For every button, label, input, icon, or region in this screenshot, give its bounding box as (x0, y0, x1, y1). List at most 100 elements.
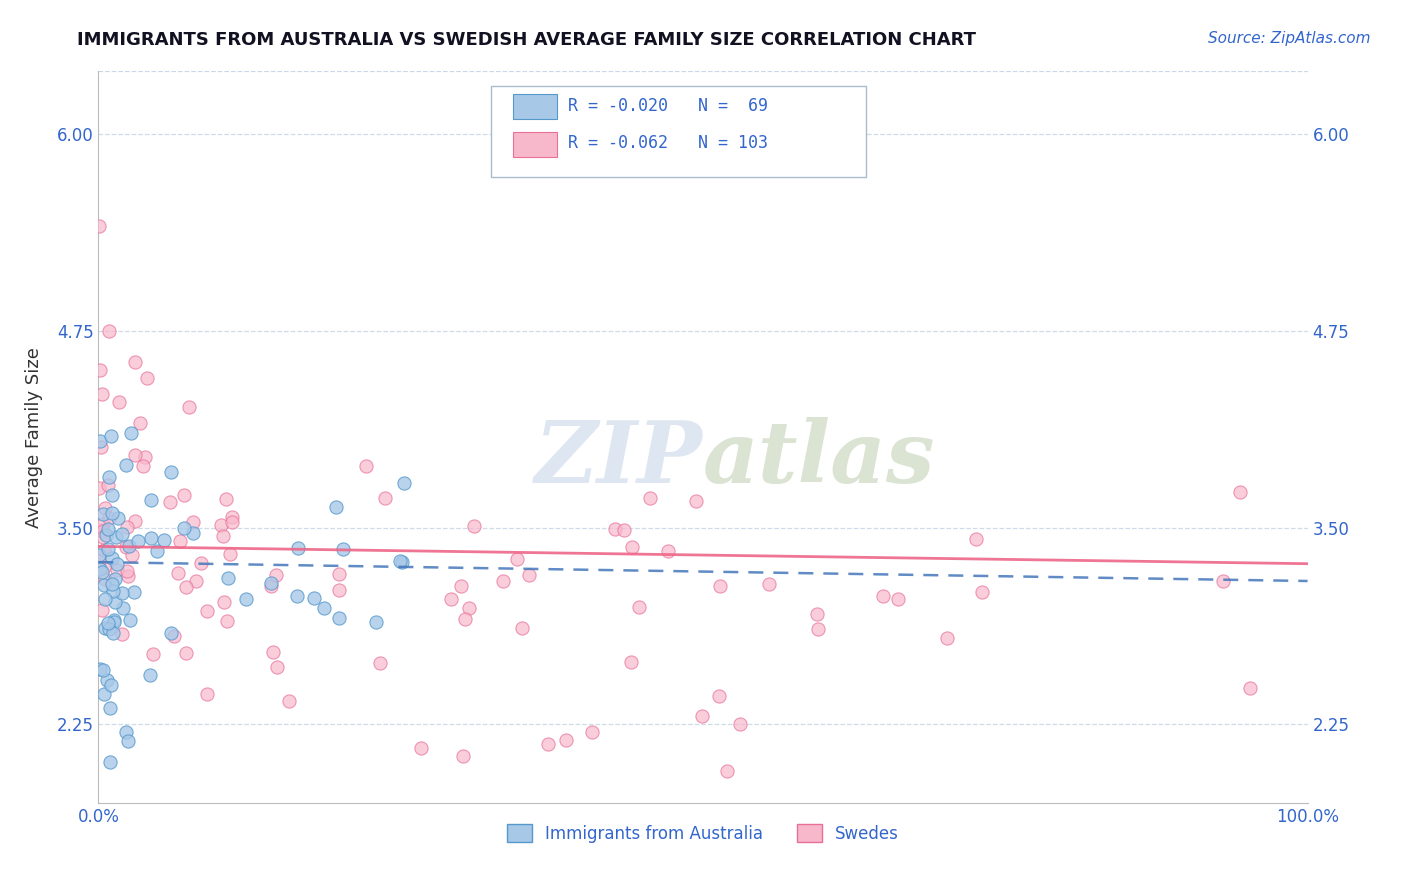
Point (91, 517, 114, 532)
Point (93, 508, 115, 522)
Point (173, 488, 195, 502)
Point (120, 613, 142, 627)
Point (101, 584, 124, 599)
Point (100, 678, 122, 692)
Text: atlas: atlas (703, 417, 935, 500)
Point (91, 524, 114, 539)
Point (266, 660, 288, 674)
Point (89, 219, 111, 233)
Point (87, 481, 110, 495)
Point (807, 623, 830, 637)
Point (328, 611, 350, 625)
Point (1239, 681, 1261, 695)
Point (806, 607, 828, 621)
Point (354, 458, 377, 473)
Text: ZIP: ZIP (536, 417, 703, 500)
Point (139, 667, 162, 681)
Point (94, 591, 117, 606)
Point (314, 601, 336, 615)
Point (93, 559, 115, 574)
Point (112, 600, 135, 615)
Point (90, 603, 112, 617)
Point (101, 550, 124, 565)
Point (128, 416, 150, 430)
Point (104, 531, 127, 545)
Point (96, 673, 118, 687)
Point (707, 690, 730, 704)
Point (89, 662, 111, 676)
Point (215, 492, 238, 507)
Point (219, 547, 242, 561)
Point (87, 548, 110, 562)
FancyBboxPatch shape (492, 86, 866, 178)
Point (716, 764, 738, 779)
Point (107, 511, 129, 525)
Point (117, 539, 139, 553)
Point (97, 623, 120, 637)
Point (97, 477, 120, 491)
Point (260, 575, 283, 590)
Point (89, 562, 111, 576)
Point (115, 725, 138, 739)
Point (90, 566, 112, 580)
Point (111, 586, 134, 600)
Point (506, 552, 529, 566)
Text: Source: ZipAtlas.com: Source: ZipAtlas.com (1208, 31, 1371, 46)
Text: R = -0.062   N = 103: R = -0.062 N = 103 (568, 134, 768, 152)
Y-axis label: Average Family Size: Average Family Size (25, 347, 42, 527)
Point (160, 625, 183, 640)
Point (537, 737, 560, 751)
Point (91, 663, 114, 677)
Point (122, 584, 145, 599)
Point (114, 540, 136, 554)
Text: IMMIGRANTS FROM AUSTRALIA VS SWEDISH AVERAGE FAMILY SIZE CORRELATION CHART: IMMIGRANTS FROM AUSTRALIA VS SWEDISH AVE… (77, 31, 976, 49)
Point (368, 656, 391, 670)
Legend: Immigrants from Australia, Swedes: Immigrants from Australia, Swedes (501, 818, 905, 849)
Point (160, 466, 183, 480)
Point (108, 394, 131, 409)
Point (94, 528, 117, 542)
Point (184, 574, 207, 589)
Point (90, 441, 112, 455)
Point (124, 514, 146, 528)
Point (176, 646, 198, 660)
Point (638, 491, 661, 505)
Point (709, 579, 731, 593)
Point (366, 615, 388, 630)
Point (177, 400, 200, 414)
Point (181, 515, 204, 529)
Point (173, 521, 195, 535)
Point (491, 574, 513, 589)
Point (90, 523, 112, 537)
Point (388, 554, 411, 568)
Point (121, 548, 143, 562)
Point (124, 448, 146, 462)
Point (120, 426, 142, 441)
Point (89, 434, 111, 448)
FancyBboxPatch shape (513, 132, 557, 157)
Point (127, 533, 149, 548)
Point (613, 524, 636, 538)
Point (287, 541, 309, 555)
Point (91, 530, 114, 544)
Point (217, 614, 239, 628)
Point (195, 687, 218, 701)
Point (103, 615, 125, 629)
Point (458, 601, 481, 615)
Point (287, 589, 309, 603)
Point (209, 518, 232, 533)
Point (517, 568, 540, 582)
Text: R = -0.020   N =  69: R = -0.020 N = 69 (568, 97, 768, 115)
Point (89, 363, 111, 377)
Point (332, 541, 354, 556)
Point (174, 580, 197, 594)
Point (627, 599, 650, 614)
Point (93, 687, 115, 701)
Point (163, 629, 186, 643)
Point (454, 612, 477, 626)
Point (169, 534, 191, 549)
Point (212, 595, 235, 609)
Point (190, 556, 212, 570)
Point (97, 542, 120, 557)
Point (117, 733, 139, 747)
